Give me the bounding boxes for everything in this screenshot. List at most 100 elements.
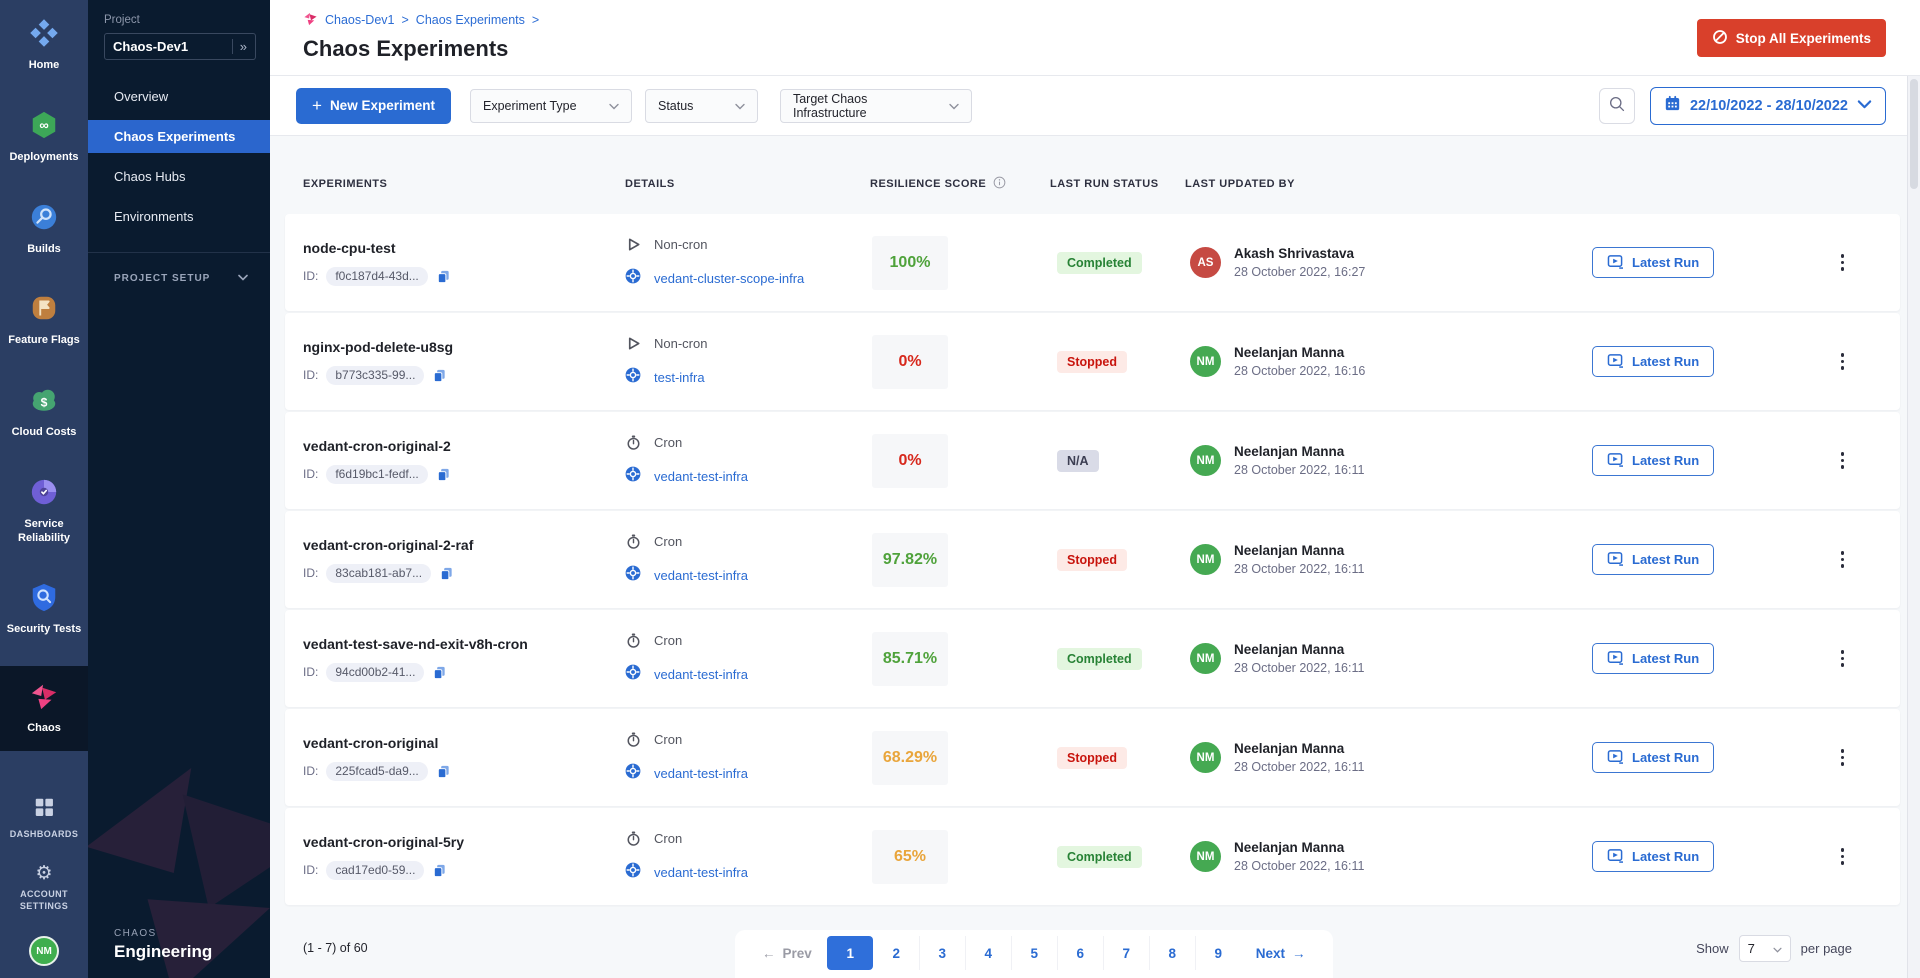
column-header-last-run-status: LAST RUN STATUS [1050, 178, 1159, 190]
experiment-name[interactable]: vedant-cron-original-2 [303, 437, 451, 454]
table-row: node-cpu-test ID: f0c187d4-43d... Non-cr… [285, 214, 1900, 311]
new-experiment-label: New Experiment [329, 98, 435, 113]
latest-run-button[interactable]: Latest Run [1592, 841, 1715, 872]
status-badge: Completed [1057, 251, 1142, 274]
scrollbar-thumb[interactable] [1910, 79, 1918, 189]
row-menu-kebab-icon[interactable] [1837, 844, 1849, 869]
prev-page-button[interactable]: ← Prev [762, 945, 812, 961]
page-size-select[interactable]: 7 [1738, 934, 1791, 962]
experiment-name[interactable]: vedant-cron-original-5ry [303, 833, 465, 850]
copy-icon[interactable] [432, 368, 447, 383]
sidebar-item-chaos-hubs[interactable]: Chaos Hubs [114, 169, 186, 184]
rail-item-feature-flags[interactable]: Feature Flags [0, 285, 88, 356]
svg-text:∞: ∞ [39, 117, 48, 132]
sidebar-item-chaos-experiments[interactable]: Chaos Experiments [88, 120, 270, 153]
copy-icon[interactable] [436, 269, 451, 284]
new-experiment-button[interactable]: + New Experiment [296, 87, 451, 124]
row-menu-kebab-icon[interactable] [1837, 349, 1849, 374]
breadcrumb-experiments-link[interactable]: Chaos Experiments [415, 13, 525, 27]
info-icon[interactable] [993, 176, 1006, 192]
row-menu-kebab-icon[interactable] [1837, 448, 1849, 473]
page-button-8[interactable]: 8 [1148, 936, 1195, 970]
page-button-1[interactable]: 1 [826, 936, 873, 970]
rail-item-builds[interactable]: Builds [0, 194, 88, 265]
target-infrastructure-filter[interactable]: Target Chaos Infrastructure [779, 88, 972, 123]
next-page-button[interactable]: Next → [1255, 945, 1306, 961]
page-button-4[interactable]: 4 [964, 936, 1011, 970]
row-menu-kebab-icon[interactable] [1837, 250, 1849, 275]
latest-run-button[interactable]: Latest Run [1592, 742, 1715, 773]
rail-item-security-tests[interactable]: Security Tests [0, 574, 88, 645]
rail-label: Deployments [9, 150, 79, 163]
infrastructure-icon [625, 763, 641, 784]
infrastructure-link[interactable]: vedant-test-infra [654, 567, 748, 583]
stop-all-experiments-button[interactable]: Stop All Experiments [1696, 19, 1886, 57]
rail-item-deployments[interactable]: ∞ Deployments [0, 102, 88, 173]
project-sidebar: Project Chaos-Dev1 » Overview Chaos Expe… [88, 0, 270, 978]
gear-icon: ⚙ [35, 862, 53, 884]
expand-projects-icon[interactable]: » [231, 39, 247, 54]
column-header-resilience-score: RESILIENCE SCORE [870, 176, 1050, 192]
latest-run-button[interactable]: Latest Run [1592, 445, 1715, 476]
infrastructure-link[interactable]: vedant-test-infra [654, 864, 748, 880]
vertical-scrollbar[interactable] [1907, 76, 1920, 978]
pagination: ← Prev 1 2 3 4 5 6 7 8 9 Next → [735, 930, 1333, 978]
copy-icon[interactable] [432, 665, 447, 680]
latest-run-button[interactable]: Latest Run [1592, 544, 1715, 575]
page-button-3[interactable]: 3 [918, 936, 965, 970]
infrastructure-link[interactable]: vedant-test-infra [654, 765, 748, 781]
schedule-type: Cron [654, 830, 683, 846]
copy-icon[interactable] [436, 764, 451, 779]
infrastructure-link[interactable]: vedant-test-infra [654, 468, 748, 484]
rail-label: Service Reliability [18, 517, 70, 544]
experiment-name[interactable]: nginx-pod-delete-u8sg [303, 338, 454, 355]
infrastructure-link[interactable]: test-infra [654, 369, 705, 385]
experiment-type-filter[interactable]: Experiment Type [469, 88, 632, 123]
rail-item-chaos[interactable]: Chaos [0, 666, 88, 751]
experiment-name[interactable]: vedant-cron-original-2-raf [303, 536, 474, 553]
infrastructure-link[interactable]: vedant-cluster-scope-infra [654, 270, 805, 286]
infrastructure-link[interactable]: vedant-test-infra [654, 666, 748, 682]
user-avatar[interactable]: NM [29, 936, 59, 966]
latest-run-button[interactable]: Latest Run [1592, 346, 1715, 377]
sidebar-item-environments[interactable]: Environments [114, 209, 194, 224]
page-button-2[interactable]: 2 [892, 945, 901, 961]
latest-run-button[interactable]: Latest Run [1592, 247, 1715, 278]
updated-date: 28 October 2022, 16:11 [1234, 760, 1365, 774]
resilience-score: 97.82% [872, 532, 948, 587]
project-setup-toggle[interactable]: PROJECT SETUP [88, 273, 270, 284]
page-button-9[interactable]: 9 [1194, 936, 1241, 970]
copy-icon[interactable] [432, 863, 447, 878]
run-icon [1607, 551, 1624, 569]
rail-item-service-reliability[interactable]: Service Reliability [0, 469, 88, 554]
rail-item-account-settings[interactable]: ⚙ ACCOUNT SETTINGS [0, 864, 88, 912]
resilience-score: 0% [872, 433, 948, 488]
page-button-5[interactable]: 5 [1010, 936, 1057, 970]
experiment-name[interactable]: node-cpu-test [303, 239, 396, 256]
row-menu-kebab-icon[interactable] [1837, 547, 1849, 572]
rail-item-home[interactable]: Home [0, 10, 88, 81]
row-menu-kebab-icon[interactable] [1837, 745, 1849, 770]
filter-label: Status [657, 98, 694, 113]
rail-item-cloud-costs[interactable]: $ Cloud Costs [0, 377, 88, 448]
row-menu-kebab-icon[interactable] [1837, 646, 1849, 671]
status-badge: Stopped [1057, 350, 1127, 373]
experiment-name[interactable]: vedant-test-save-nd-exit-v8h-cron [303, 635, 528, 652]
breadcrumb-project-link[interactable]: Chaos-Dev1 [325, 13, 395, 27]
page-button-6[interactable]: 6 [1056, 936, 1103, 970]
latest-run-button[interactable]: Latest Run [1592, 643, 1715, 674]
search-button[interactable] [1598, 87, 1635, 124]
avatar: NM [1190, 742, 1221, 773]
status-filter[interactable]: Status [644, 88, 758, 123]
date-range-picker[interactable]: 22/10/2022 - 28/10/2022 [1649, 86, 1886, 125]
home-icon [29, 18, 59, 53]
rail-item-dashboards[interactable]: DASHBOARDS [0, 796, 88, 840]
chevron-down-icon [238, 273, 248, 284]
calendar-icon [1664, 95, 1681, 116]
page-button-7[interactable]: 7 [1102, 936, 1149, 970]
sidebar-item-overview[interactable]: Overview [114, 89, 169, 104]
copy-icon[interactable] [439, 566, 454, 581]
copy-icon[interactable] [436, 467, 451, 482]
project-selector[interactable]: Chaos-Dev1 » [104, 33, 256, 60]
experiment-name[interactable]: vedant-cron-original [303, 734, 439, 751]
